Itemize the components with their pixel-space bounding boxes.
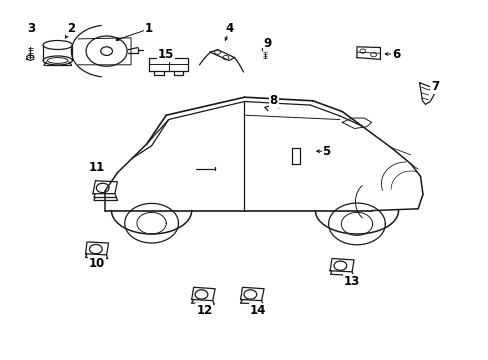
Text: 12: 12: [196, 304, 212, 317]
Text: 6: 6: [391, 48, 399, 60]
Text: 3: 3: [27, 22, 35, 35]
Text: 10: 10: [88, 257, 105, 270]
Text: 9: 9: [264, 37, 271, 50]
Text: 8: 8: [269, 94, 277, 107]
Text: 15: 15: [158, 48, 174, 61]
Text: 14: 14: [249, 304, 266, 317]
Text: 1: 1: [145, 22, 153, 35]
Text: 2: 2: [67, 22, 75, 35]
Text: 13: 13: [343, 275, 360, 288]
Text: 11: 11: [88, 161, 105, 174]
Text: 5: 5: [322, 145, 330, 158]
Text: 4: 4: [225, 22, 233, 35]
Text: 7: 7: [430, 80, 438, 93]
